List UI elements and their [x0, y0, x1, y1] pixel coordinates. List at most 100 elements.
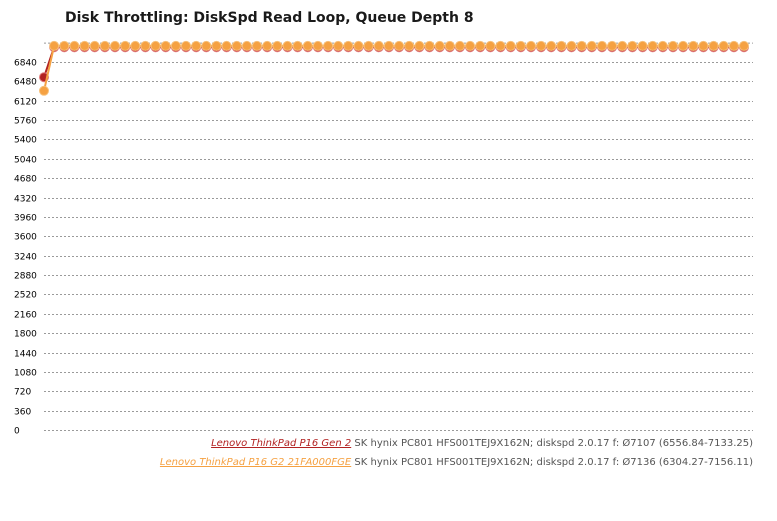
- series-1-point[interactable]: [262, 40, 273, 51]
- series-1-point[interactable]: [728, 40, 739, 51]
- series-1-point[interactable]: [708, 40, 719, 51]
- y-tick-label: 0: [14, 427, 20, 437]
- series-1-point[interactable]: [637, 40, 648, 51]
- series-1-point[interactable]: [688, 40, 699, 51]
- series-1-point[interactable]: [89, 40, 100, 51]
- series-1-point[interactable]: [566, 40, 577, 51]
- series-1-point[interactable]: [272, 40, 283, 51]
- series-1-point[interactable]: [211, 40, 222, 51]
- series-1-point[interactable]: [647, 40, 658, 51]
- series-1-point[interactable]: [383, 40, 394, 51]
- y-tick-label: 4320: [14, 195, 37, 205]
- legend-entry-1: Lenovo ThinkPad P16 G2 21FA000FGE SK hyn…: [160, 457, 753, 468]
- series-1-point[interactable]: [333, 40, 344, 51]
- series-1-point[interactable]: [191, 40, 202, 51]
- series-1-point[interactable]: [110, 40, 120, 51]
- series-1-point[interactable]: [739, 40, 749, 51]
- series-1-point[interactable]: [160, 40, 171, 51]
- chart-title: Disk Throttling: DiskSpd Read Loop, Queu…: [65, 10, 474, 26]
- series-1-point[interactable]: [668, 40, 678, 51]
- series-1-point[interactable]: [49, 40, 60, 51]
- series-1-point[interactable]: [698, 40, 709, 51]
- y-tick-label: 2880: [14, 272, 37, 282]
- series-1-point[interactable]: [79, 40, 90, 51]
- y-tick-label: 2520: [14, 291, 37, 301]
- series-1-point[interactable]: [59, 40, 70, 51]
- y-tick-label: 2160: [14, 311, 37, 321]
- series-1-point[interactable]: [546, 40, 557, 51]
- legend-entry-0: Lenovo ThinkPad P16 Gen 2 SK hynix PC801…: [211, 438, 753, 449]
- series-1-point[interactable]: [414, 40, 425, 51]
- series-1-point[interactable]: [140, 40, 151, 51]
- series-1-point[interactable]: [39, 85, 49, 96]
- series-1-point[interactable]: [465, 40, 476, 51]
- y-tick-label: 4680: [14, 175, 37, 185]
- series-1-point[interactable]: [312, 40, 323, 51]
- series-1-point[interactable]: [607, 40, 618, 51]
- series-1-point[interactable]: [181, 40, 191, 51]
- y-tick-label: 1080: [14, 369, 37, 379]
- series-1-point[interactable]: [221, 40, 232, 51]
- y-tick-label: 1800: [14, 330, 37, 340]
- series-1-point[interactable]: [353, 40, 364, 51]
- y-tick-label: 360: [14, 408, 31, 418]
- y-tick-label: 5040: [14, 156, 37, 166]
- series-1-point[interactable]: [302, 40, 313, 51]
- y-tick-label: 3600: [14, 233, 37, 243]
- series-1-point[interactable]: [454, 40, 465, 51]
- series-1-point[interactable]: [536, 40, 547, 51]
- series-1-point[interactable]: [373, 40, 384, 51]
- series-1-point[interactable]: [495, 40, 506, 51]
- legend-series-detail-0: SK hynix PC801 HFS001TEJ9X162N; diskspd …: [354, 438, 753, 449]
- y-tick-label: 720: [14, 388, 31, 398]
- series-1-point[interactable]: [526, 40, 536, 51]
- y-tick-label: 1440: [14, 350, 37, 360]
- series-1-point[interactable]: [231, 40, 242, 51]
- series-1-point[interactable]: [69, 40, 80, 51]
- y-tick-label: 3240: [14, 253, 37, 263]
- series-1-point[interactable]: [394, 40, 405, 51]
- series-1-point[interactable]: [485, 40, 496, 51]
- series-1-point[interactable]: [475, 40, 486, 51]
- y-tick-label: 6480: [14, 78, 37, 88]
- series-line-0: [43, 46, 744, 78]
- y-tick-label: 3960: [14, 214, 37, 224]
- series-1-point[interactable]: [678, 40, 689, 51]
- series-1-point[interactable]: [424, 40, 435, 51]
- legend-series-link-1[interactable]: Lenovo ThinkPad P16 G2 21FA000FGE: [159, 457, 352, 468]
- series-1-point[interactable]: [617, 40, 628, 51]
- series-1-point[interactable]: [252, 40, 262, 51]
- series-1-point[interactable]: [434, 40, 445, 51]
- series-1-point[interactable]: [404, 40, 415, 51]
- series-1-point[interactable]: [323, 40, 334, 51]
- series-1-point[interactable]: [130, 40, 141, 51]
- y-tick-label: 6840: [14, 59, 37, 69]
- series-1-point[interactable]: [718, 40, 729, 51]
- series-1-point[interactable]: [343, 40, 354, 51]
- series-1-point[interactable]: [99, 40, 110, 51]
- series-1-point[interactable]: [150, 40, 161, 51]
- series-1-point[interactable]: [292, 40, 303, 51]
- series-1-point[interactable]: [657, 40, 668, 51]
- series-1-point[interactable]: [597, 40, 607, 51]
- series-1-point[interactable]: [627, 40, 638, 51]
- series-1-point[interactable]: [576, 40, 587, 51]
- series-1-point[interactable]: [363, 40, 374, 51]
- series-1-point[interactable]: [444, 40, 455, 51]
- y-tick-label: 5400: [14, 136, 37, 146]
- series-1-point[interactable]: [120, 40, 131, 51]
- y-tick-label: 6120: [14, 98, 37, 108]
- series-1-point[interactable]: [515, 40, 526, 51]
- series-1-point[interactable]: [201, 40, 212, 51]
- series-1-point[interactable]: [282, 40, 293, 51]
- y-tick-label: 5760: [14, 117, 37, 127]
- series-1-point[interactable]: [586, 40, 597, 51]
- series-1-point[interactable]: [170, 40, 181, 51]
- series-1-point[interactable]: [505, 40, 516, 51]
- legend-series-link-0[interactable]: Lenovo ThinkPad P16 Gen 2: [211, 438, 352, 449]
- series-line-1: [43, 44, 744, 92]
- series-1-point[interactable]: [556, 40, 567, 51]
- series-1-point[interactable]: [241, 40, 252, 51]
- legend-series-detail-1: SK hynix PC801 HFS001TEJ9X162N; diskspd …: [354, 457, 753, 468]
